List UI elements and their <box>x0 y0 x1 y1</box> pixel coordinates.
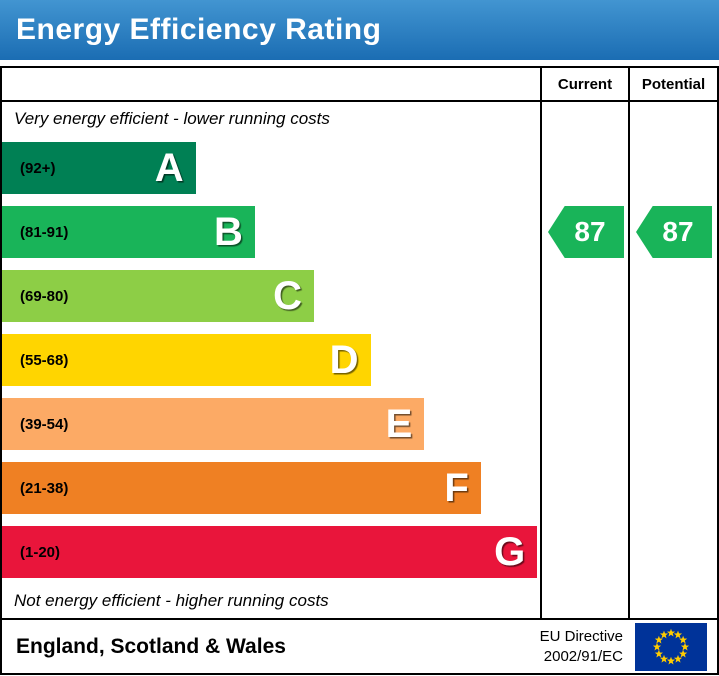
band-bar-e: (39-54) E <box>2 398 425 450</box>
band-range-f: (21-38) <box>20 479 69 497</box>
band-letter-e: E <box>385 402 413 446</box>
potential-rating-arrow: 87 <box>636 206 712 258</box>
eu-directive-label: EU Directive 2002/91/EC <box>540 627 623 666</box>
band-row-b: (81-91) B <box>2 200 540 264</box>
footer-region-label: England, Scotland & Wales <box>16 634 286 658</box>
eu-flag-image <box>635 622 707 671</box>
potential-rating-column: 87 <box>628 102 717 618</box>
footer: England, Scotland & Wales EU Directive 2… <box>0 620 719 675</box>
column-header-row: Current Potential <box>2 68 717 102</box>
band-range-c: (69-80) <box>20 287 69 305</box>
band-bar-f: (21-38) F <box>2 462 481 514</box>
band-bar-g: (1-20) G <box>2 526 538 578</box>
column-header-spacer <box>2 68 540 100</box>
band-range-b: (81-91) <box>20 223 69 241</box>
band-bar-c: (69-80) C <box>2 270 315 322</box>
band-letter-g: G <box>494 530 526 574</box>
band-letter-f: F <box>444 466 469 510</box>
band-range-d: (55-68) <box>20 351 69 369</box>
bottom-note: Not energy efficient - higher running co… <box>14 591 329 610</box>
band-row-c: (69-80) C <box>2 264 540 328</box>
band-bar-b: (81-91) B <box>2 206 255 258</box>
band-range-a: (92+) <box>20 159 56 177</box>
current-column-header: Current <box>540 68 628 100</box>
band-letter-c: C <box>273 274 303 318</box>
band-row-f: (21-38) F <box>2 456 540 520</box>
eu-directive-line1: EU Directive <box>539 628 623 645</box>
potential-column-header: Potential <box>628 68 717 100</box>
band-row-g: (1-20) G <box>2 520 540 584</box>
current-rating-column: 87 <box>540 102 628 618</box>
band-letter-a: A <box>154 146 184 190</box>
bands-area: Very energy efficient - lower running co… <box>2 102 540 618</box>
band-row-e: (39-54) E <box>2 392 540 456</box>
band-row-a: (92+) A <box>2 136 540 200</box>
epc-chart: Current Potential Very energy efficient … <box>0 66 719 620</box>
band-bar-d: (55-68) D <box>2 334 371 386</box>
chart-body: Very energy efficient - lower running co… <box>2 102 717 618</box>
epc-header-banner: Energy Efficiency Rating <box>0 0 719 60</box>
top-note: Very energy efficient - lower running co… <box>14 109 330 128</box>
band-letter-d: D <box>329 338 359 382</box>
eu-flag <box>635 622 707 671</box>
eu-directive-line2: 2002/91/EC <box>543 647 623 665</box>
band-range-g: (1-20) <box>20 543 61 561</box>
bands-list: (92+) A (81-91) B (69-80) C <box>2 136 540 584</box>
band-bar-a: (92+) A <box>2 142 196 194</box>
current-rating-value: 87 <box>574 216 606 247</box>
band-letter-b: B <box>213 210 243 254</box>
potential-rating-value: 87 <box>662 216 694 247</box>
band-row-d: (55-68) D <box>2 328 540 392</box>
current-rating-arrow: 87 <box>548 206 624 258</box>
page-title: Energy Efficiency Rating <box>16 13 382 46</box>
band-range-e: (39-54) <box>20 415 69 433</box>
